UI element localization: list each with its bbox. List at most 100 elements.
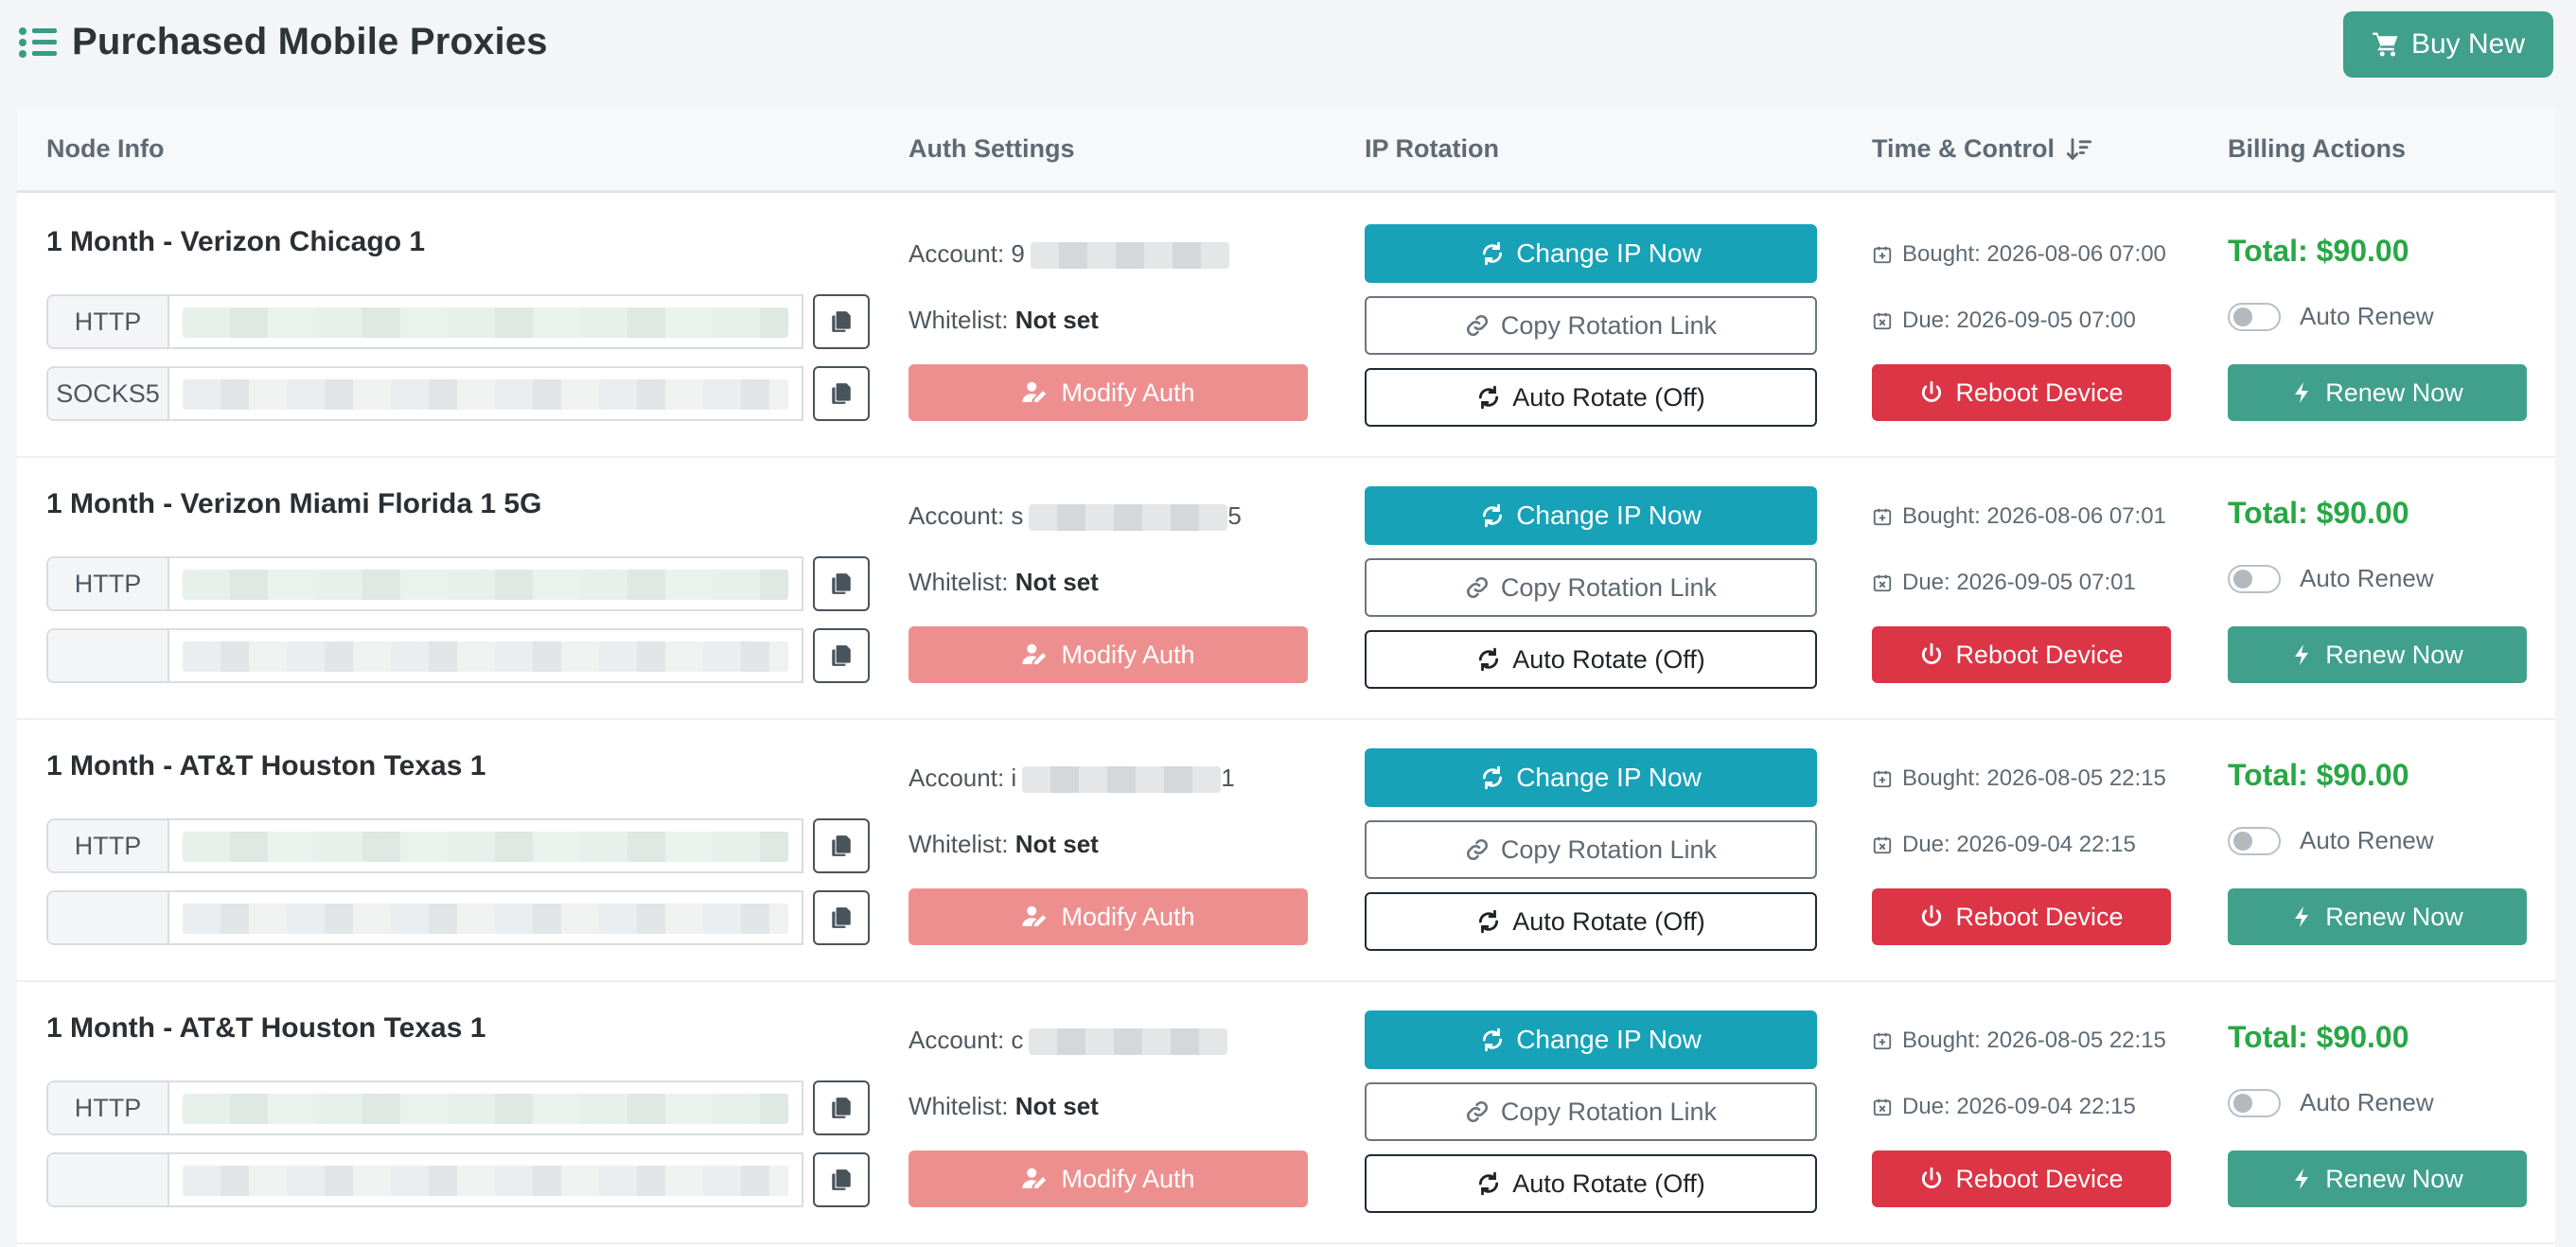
renew-now-button[interactable]: Renew Now — [2228, 888, 2527, 945]
copy-proxy-button[interactable] — [813, 890, 870, 945]
proxy-value[interactable] — [169, 1154, 802, 1205]
auto-renew-toggle[interactable] — [2228, 826, 2281, 855]
modify-auth-label: Modify Auth — [1061, 1164, 1195, 1193]
proxy-value[interactable] — [169, 820, 802, 871]
proxy-value[interactable] — [169, 1082, 802, 1133]
proxy-field[interactable]: HTTP — [46, 1080, 803, 1135]
whitelist-line: Whitelist: Not set — [909, 306, 1099, 335]
due-text: Due: 2026-09-05 07:00 — [1902, 307, 2136, 333]
change-ip-label: Change IP Now — [1516, 1025, 1702, 1054]
change-ip-button[interactable]: Change IP Now — [1365, 486, 1817, 545]
renew-now-label: Renew Now — [2325, 640, 2463, 669]
table-row: 1 Month - Verizon Miami Florida 1 5G HTT… — [17, 458, 2555, 720]
change-ip-button[interactable]: Change IP Now — [1365, 1010, 1817, 1069]
copy-rotation-link-button[interactable]: Copy Rotation Link — [1365, 558, 1817, 617]
proxy-field[interactable] — [46, 1152, 803, 1207]
proxy-field[interactable] — [46, 628, 803, 683]
auto-rotate-button[interactable]: Auto Rotate (Off) — [1365, 1154, 1817, 1213]
account-masked — [1022, 766, 1222, 794]
modify-auth-button[interactable]: Modify Auth — [909, 626, 1308, 683]
copy-proxy-button[interactable] — [813, 1152, 870, 1207]
proxy-value[interactable] — [169, 296, 802, 347]
proxy-field[interactable]: HTTP — [46, 294, 803, 349]
column-auth-settings: Auth Settings — [909, 134, 1075, 163]
modify-auth-button[interactable]: Modify Auth — [909, 364, 1308, 421]
change-ip-button[interactable]: Change IP Now — [1365, 224, 1817, 283]
refresh-icon — [1479, 647, 1499, 672]
copy-rotation-link-button[interactable]: Copy Rotation Link — [1365, 1082, 1817, 1141]
auto-rotate-button[interactable]: Auto Rotate (Off) — [1365, 630, 1817, 689]
proxy-field[interactable]: HTTP — [46, 556, 803, 611]
copy-proxy-button[interactable] — [813, 628, 870, 683]
link-icon — [1466, 314, 1488, 337]
node-title: 1 Month - AT&T Houston Texas 1 — [46, 750, 486, 782]
copy-proxy-button[interactable] — [813, 294, 870, 349]
auto-renew-row: Auto Renew — [2228, 564, 2434, 593]
due-text: Due: 2026-09-04 22:15 — [1902, 1094, 2136, 1119]
link-icon — [1466, 576, 1488, 599]
refresh-icon — [1479, 385, 1499, 410]
reboot-device-button[interactable]: Reboot Device — [1872, 364, 2171, 421]
copy-icon — [832, 311, 851, 332]
copy-icon — [832, 645, 851, 666]
modify-auth-button[interactable]: Modify Auth — [909, 888, 1308, 945]
proxy-line: HTTP — [46, 294, 870, 349]
reboot-device-button[interactable]: Reboot Device — [1872, 626, 2171, 683]
total-price: Total: $90.00 — [2228, 1020, 2409, 1054]
auto-renew-toggle[interactable] — [2228, 564, 2281, 593]
cart-icon — [2373, 32, 2398, 57]
bought-text: Bought: 2026-08-05 22:15 — [1902, 765, 2166, 791]
renew-now-button[interactable]: Renew Now — [2228, 364, 2527, 421]
renew-now-button[interactable]: Renew Now — [2228, 1150, 2527, 1207]
proxy-type-label: HTTP — [48, 296, 169, 347]
proxy-field[interactable] — [46, 890, 803, 945]
copy-proxy-button[interactable] — [813, 556, 870, 611]
auto-rotate-button[interactable]: Auto Rotate (Off) — [1365, 368, 1817, 427]
calendar-plus-icon — [1873, 1032, 1892, 1050]
auto-renew-label: Auto Renew — [2300, 302, 2434, 330]
copy-rotation-link-button[interactable]: Copy Rotation Link — [1365, 820, 1817, 879]
copy-icon — [832, 383, 851, 404]
modify-auth-button[interactable]: Modify Auth — [909, 1150, 1308, 1207]
sort-desc-icon[interactable] — [2066, 136, 2092, 163]
calendar-x-icon — [1873, 1098, 1892, 1116]
table-row: 1 Month - AT&T Houston Texas 1 HTTP Acco… — [17, 982, 2555, 1244]
proxy-value[interactable] — [169, 892, 802, 943]
user-edit-icon — [1022, 905, 1047, 926]
copy-rotation-link-button[interactable]: Copy Rotation Link — [1365, 296, 1817, 355]
account-line: Account: s 5 — [909, 501, 1242, 532]
bought-text: Bought: 2026-08-05 22:15 — [1902, 1027, 2166, 1053]
proxy-field[interactable]: HTTP — [46, 818, 803, 873]
account-value-prefix: i — [1011, 764, 1017, 792]
reboot-device-button[interactable]: Reboot Device — [1872, 1150, 2171, 1207]
whitelist-label: Whitelist: — [909, 568, 1009, 596]
buy-new-button[interactable]: Buy New — [2343, 11, 2553, 78]
link-icon — [1466, 838, 1488, 861]
power-icon — [1922, 1167, 1942, 1188]
copy-icon — [832, 835, 851, 856]
bought-text: Bought: 2026-08-06 07:00 — [1902, 241, 2166, 267]
proxy-value[interactable] — [169, 630, 802, 681]
refresh-icon — [1483, 241, 1503, 266]
change-ip-button[interactable]: Change IP Now — [1365, 748, 1817, 807]
due-line: Due: 2026-09-04 22:15 — [1872, 1094, 2136, 1120]
due-line: Due: 2026-09-05 07:01 — [1872, 570, 2136, 596]
modify-auth-label: Modify Auth — [1061, 640, 1195, 669]
renew-now-label: Renew Now — [2325, 378, 2463, 407]
column-time-control[interactable]: Time & Control — [1872, 134, 2092, 164]
renew-now-button[interactable]: Renew Now — [2228, 626, 2527, 683]
auto-renew-toggle[interactable] — [2228, 302, 2281, 331]
proxy-field[interactable]: SOCKS5 — [46, 366, 803, 421]
auto-rotate-button[interactable]: Auto Rotate (Off) — [1365, 892, 1817, 951]
copy-proxy-button[interactable] — [813, 366, 870, 421]
copy-proxy-button[interactable] — [813, 818, 870, 873]
auto-renew-label: Auto Renew — [2300, 826, 2434, 854]
column-node-info: Node Info — [46, 134, 165, 163]
reboot-device-button[interactable]: Reboot Device — [1872, 888, 2171, 945]
proxy-value[interactable] — [169, 558, 802, 609]
copy-proxy-button[interactable] — [813, 1080, 870, 1135]
bolt-icon — [2295, 906, 2309, 927]
proxy-value[interactable] — [169, 368, 802, 419]
auto-renew-toggle[interactable] — [2228, 1088, 2281, 1117]
reboot-device-label: Reboot Device — [1955, 640, 2124, 669]
